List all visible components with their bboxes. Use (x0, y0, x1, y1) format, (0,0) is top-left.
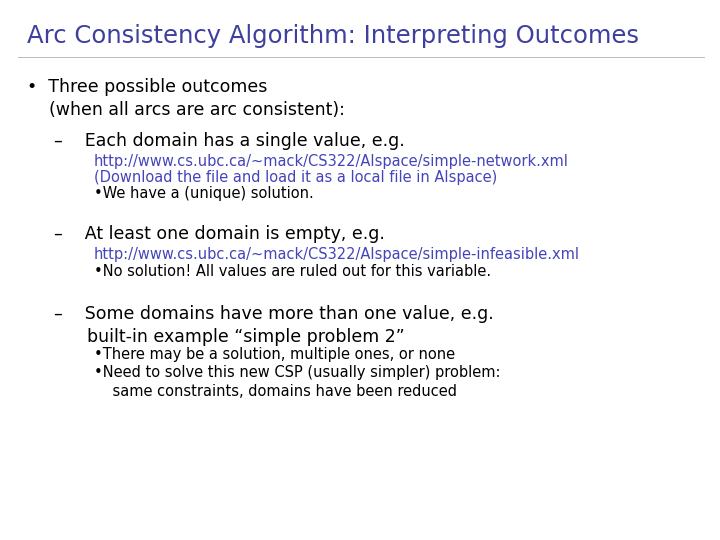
Text: •  Three possible outcomes
    (when all arcs are arc consistent):: • Three possible outcomes (when all arcs… (27, 78, 345, 119)
Text: –    At least one domain is empty, e.g.: – At least one domain is empty, e.g. (54, 225, 385, 243)
Text: •No solution! All values are ruled out for this variable.: •No solution! All values are ruled out f… (94, 264, 491, 279)
Text: (Download the file and load it as a local file in AIspace): (Download the file and load it as a loca… (94, 170, 497, 185)
Text: •Need to solve this new CSP (usually simpler) problem:
    same constraints, dom: •Need to solve this new CSP (usually sim… (94, 364, 500, 399)
Text: –    Each domain has a single value, e.g.: – Each domain has a single value, e.g. (54, 132, 405, 150)
Text: Arc Consistency Algorithm: Interpreting Outcomes: Arc Consistency Algorithm: Interpreting … (27, 24, 639, 48)
Text: http://www.cs.ubc.ca/~mack/CS322/AIspace/simple-infeasible.xml: http://www.cs.ubc.ca/~mack/CS322/AIspace… (94, 247, 580, 262)
Text: •There may be a solution, multiple ones, or none: •There may be a solution, multiple ones,… (94, 347, 455, 362)
Text: •We have a (unique) solution.: •We have a (unique) solution. (94, 186, 313, 201)
Text: –    Some domains have more than one value, e.g.
      built-in example “simple : – Some domains have more than one value,… (54, 305, 494, 346)
Text: http://www.cs.ubc.ca/~mack/CS322/AIspace/simple-network.xml: http://www.cs.ubc.ca/~mack/CS322/AIspace… (94, 154, 569, 169)
